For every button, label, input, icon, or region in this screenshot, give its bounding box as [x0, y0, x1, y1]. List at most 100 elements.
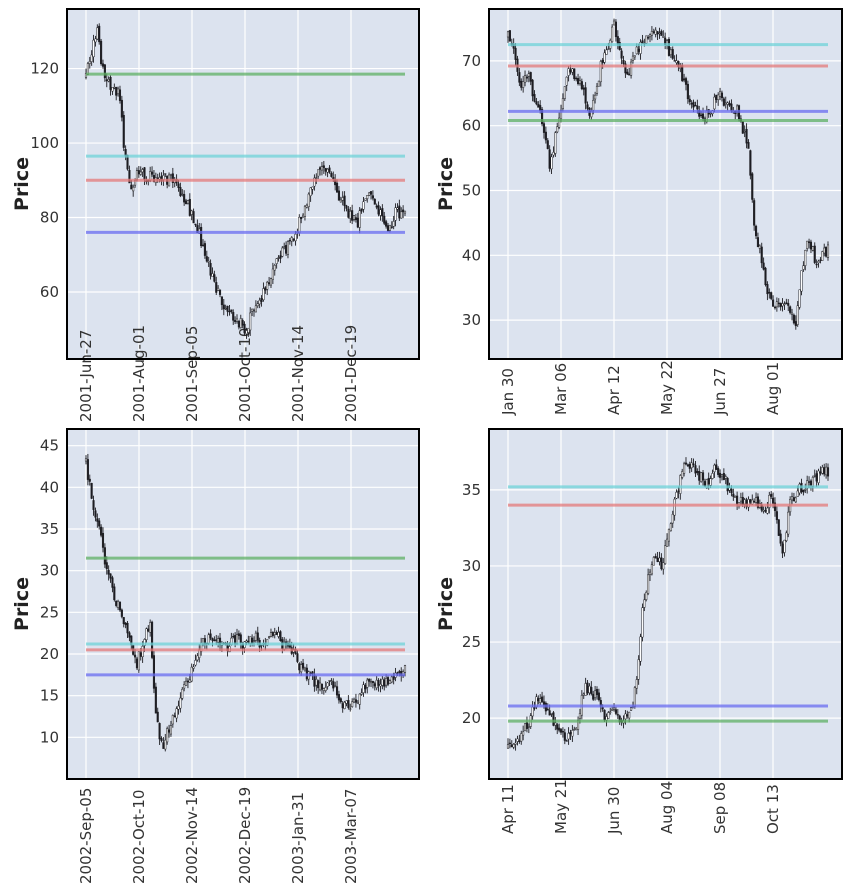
candle-body [614, 21, 617, 38]
candle-body [683, 78, 686, 81]
candle-body [719, 472, 722, 478]
candle-body [320, 166, 323, 171]
candle-body [809, 241, 813, 250]
x-tick-label: Aug 01 [764, 362, 782, 415]
candle-body [375, 679, 378, 689]
candle-body [330, 172, 333, 177]
candle-body [232, 312, 235, 321]
candle-body [169, 725, 172, 735]
candle-body [256, 303, 259, 307]
candle-body [601, 59, 604, 64]
candle-body [734, 496, 737, 498]
candle-body [139, 652, 142, 657]
candle-body [207, 260, 210, 263]
candle-body [637, 659, 640, 680]
x-tick-label: 2002-Dec-19 [236, 787, 254, 884]
candle-body [339, 199, 342, 203]
candle-body [156, 177, 159, 180]
candle-body [373, 198, 376, 205]
candle-body [679, 67, 682, 69]
candle-body [122, 617, 125, 625]
candle-body [184, 680, 188, 686]
candle-body [152, 655, 156, 689]
candle-body [688, 464, 691, 469]
candle-body [764, 510, 767, 512]
x-tick-label: Aug 04 [658, 781, 676, 834]
candle-body [658, 32, 661, 34]
candle-body [768, 495, 771, 508]
candle-body [200, 227, 203, 247]
candle-body [115, 86, 118, 96]
candle-body [770, 292, 773, 299]
candle-body [508, 742, 511, 745]
y-tick-label: 60 [40, 283, 59, 301]
candle-body [215, 639, 218, 641]
x-tick-label: 2001-Jun-27 [77, 330, 95, 422]
candle-body [403, 210, 407, 214]
candle-body [794, 321, 797, 327]
candle-body [671, 49, 674, 59]
candle-body [533, 707, 536, 709]
candle-body [571, 68, 574, 73]
candle-body [258, 299, 261, 305]
candle-body [561, 731, 564, 733]
candle-body [777, 302, 780, 304]
candle-body [379, 209, 382, 216]
candle-body [669, 49, 672, 55]
candle-body [322, 165, 325, 168]
candle-body [235, 634, 239, 645]
candle-body [313, 674, 316, 687]
candle-body [379, 684, 382, 687]
candle-body [762, 509, 765, 512]
candle-body [603, 709, 606, 721]
candle-body [322, 688, 325, 691]
candle-body [764, 267, 767, 286]
plot-frame [66, 8, 420, 360]
candle-body [235, 318, 239, 322]
candle-body [128, 632, 131, 638]
candle-body [648, 571, 652, 575]
candle-body [186, 680, 189, 683]
candle-body [592, 693, 595, 700]
plot-frame [66, 428, 420, 780]
candle-body [698, 471, 701, 481]
candle-body [256, 632, 259, 641]
candle-body [823, 247, 826, 254]
candle-body [645, 35, 648, 44]
candle-body [542, 123, 546, 133]
candle-body [713, 96, 716, 110]
candle-body [369, 191, 373, 195]
candle-body [552, 712, 555, 726]
candle-body [749, 150, 752, 176]
candle-body [605, 49, 608, 55]
candle-body [626, 71, 629, 75]
candle-body [611, 709, 614, 711]
candle-body [364, 684, 367, 690]
candle-body [686, 464, 689, 467]
x-tick-label: Apr 12 [605, 365, 623, 415]
candle-body [356, 217, 359, 228]
candle-body [100, 526, 103, 536]
candle-body [700, 114, 703, 117]
candle-body [134, 654, 137, 658]
candle-body [787, 303, 790, 306]
candle-body [149, 622, 152, 633]
candle-body [736, 495, 739, 505]
candle-body [563, 86, 566, 99]
candle-body [719, 91, 722, 97]
candle-body [781, 303, 784, 307]
candle-body [546, 140, 549, 149]
candle-body [269, 632, 273, 637]
candle-body [809, 480, 813, 486]
candle-body [343, 195, 346, 207]
candle-body [633, 687, 636, 707]
candle-body [101, 63, 105, 67]
candle-body [386, 677, 390, 685]
candle-body [92, 39, 95, 58]
candle-body [252, 309, 256, 312]
candle-body [92, 500, 95, 510]
candle-body [514, 742, 517, 745]
candle-body [194, 660, 197, 666]
candle-body [366, 195, 369, 199]
candle-body [324, 687, 327, 691]
